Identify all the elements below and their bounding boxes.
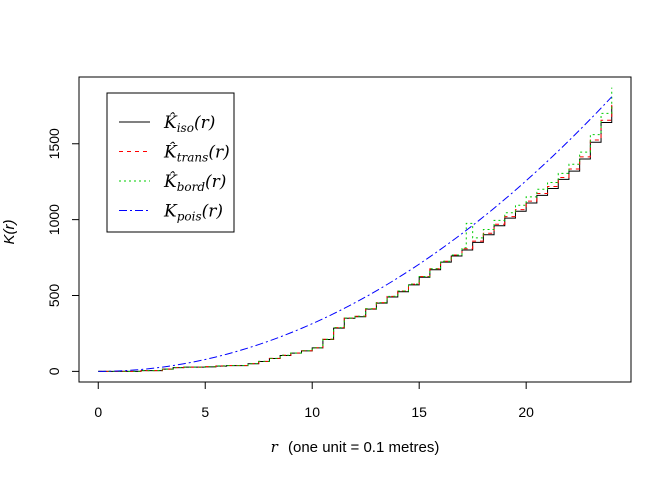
- legend-subscript: bord: [177, 180, 206, 194]
- x-tick-label: 5: [201, 404, 209, 420]
- x-axis-unit: (one unit = 0.1 metres): [288, 439, 439, 456]
- x-tick-label: 20: [518, 404, 534, 420]
- legend-symbol: K: [163, 202, 178, 222]
- x-axis-variable: r: [271, 438, 279, 456]
- legend-label-iso: K̂iso(r): [163, 113, 215, 135]
- y-tick-label: 500: [46, 284, 62, 308]
- x-tick-label: 10: [304, 404, 320, 420]
- x-axis-label: r (one unit = 0.1 metres): [271, 438, 440, 456]
- series-line-bord: [98, 87, 613, 372]
- series-line-pois: [98, 96, 613, 372]
- legend-symbol: K̂: [163, 142, 178, 162]
- legend-symbol: K̂: [163, 172, 178, 192]
- legend-argument: (r): [202, 202, 223, 222]
- legend-subscript: trans: [177, 151, 209, 165]
- y-tick-label: 1500: [46, 128, 62, 159]
- y-tick-label: 0: [46, 367, 62, 375]
- y-tick-label: 1000: [46, 204, 62, 235]
- legend-argument: (r): [205, 172, 226, 192]
- legend-symbol: K̂: [163, 113, 178, 133]
- x-axis: 0 5 10 15 20: [94, 381, 534, 420]
- legend-subscript: iso: [177, 121, 194, 135]
- legend-label-trans: K̂trans(r): [163, 142, 230, 164]
- legend-label-pois: Kpois(r): [163, 202, 223, 224]
- legend-box: [106, 92, 235, 233]
- legend-subscript: pois: [177, 210, 202, 224]
- x-tick-label: 0: [94, 404, 102, 420]
- legend-label-bord: K̂bord(r): [163, 172, 226, 194]
- y-axis-label: K(r): [1, 220, 18, 245]
- y-axis: 0 500 1000 1500: [46, 128, 80, 375]
- legend: K̂iso(r)K̂trans(r)K̂bord(r)Kpois(r): [106, 92, 235, 233]
- legend-argument: (r): [208, 143, 229, 163]
- x-tick-label: 15: [411, 404, 427, 420]
- legend-argument: (r): [194, 113, 215, 133]
- series-layer: [98, 87, 613, 372]
